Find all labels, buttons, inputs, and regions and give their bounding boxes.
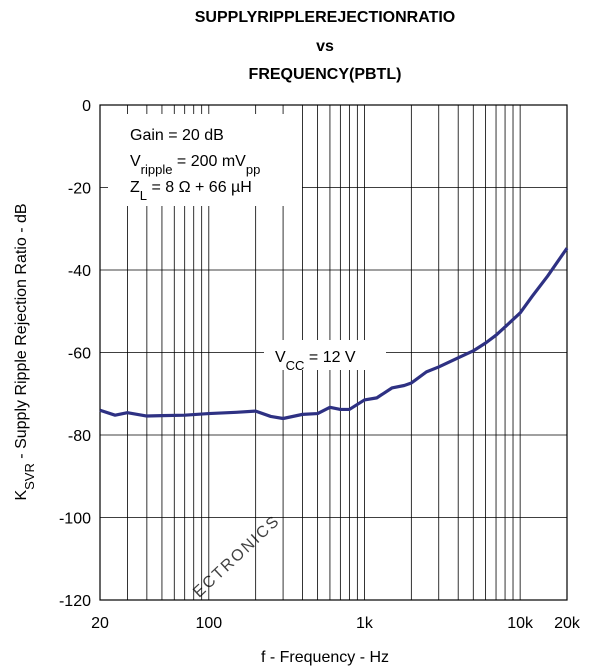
y-axis-label-part: - Supply Ripple Rejection Ratio - dB bbox=[13, 203, 30, 463]
annotation-part: L bbox=[140, 188, 147, 203]
annotation-part: pp bbox=[246, 162, 260, 177]
chart-title: SUPPLYRIPPLEREJECTIONRATIO bbox=[195, 9, 456, 26]
x-tick-label: 100 bbox=[195, 615, 222, 632]
x-tick-label: 20k bbox=[554, 615, 581, 632]
y-tick-label: -40 bbox=[68, 263, 91, 280]
y-tick-label: -80 bbox=[68, 428, 91, 445]
annotation-part: Gain = 20 dB bbox=[130, 127, 224, 144]
y-tick-label: -100 bbox=[59, 511, 91, 528]
y-axis-label: KSVR - Supply Ripple Rejection Ratio - d… bbox=[13, 203, 37, 500]
annotation-part: = 8 Ω + 66 µH bbox=[147, 179, 252, 196]
x-tick-label: 10k bbox=[507, 615, 534, 632]
chart-title: FREQUENCY(PBTL) bbox=[249, 66, 402, 83]
annotation-part: = 12 V bbox=[304, 349, 355, 366]
plot-frame bbox=[99, 104, 568, 601]
y-tick-label: -60 bbox=[68, 346, 91, 363]
annotation-part: CC bbox=[286, 358, 305, 373]
x-axis-label: f - Frequency - Hz bbox=[261, 649, 389, 666]
y-tick-label: -20 bbox=[68, 181, 91, 198]
annotation: Vripple = 200 mVpp bbox=[130, 153, 260, 177]
y-axis-label-part: K bbox=[13, 490, 30, 501]
line-series bbox=[99, 247, 569, 421]
annotation-part: V bbox=[130, 153, 141, 170]
annotation-part: V bbox=[275, 349, 286, 366]
annotation-part: ripple bbox=[141, 162, 173, 177]
annotation-part: Z bbox=[130, 179, 140, 196]
annotation: ZL = 8 Ω + 66 µH bbox=[130, 179, 252, 203]
annotation-box bbox=[108, 114, 302, 206]
x-tick-label: 20 bbox=[91, 615, 109, 632]
annotation: VCC = 12 V bbox=[275, 349, 356, 373]
annotation: Gain = 20 dB bbox=[130, 127, 224, 144]
chart-title: vs bbox=[316, 38, 334, 55]
y-axis-label-part: SVR bbox=[22, 463, 37, 490]
y-tick-label: -120 bbox=[59, 593, 91, 610]
annotation-part: = 200 mV bbox=[172, 153, 246, 170]
annotation-box bbox=[264, 340, 386, 370]
x-tick-label: 1k bbox=[356, 615, 374, 632]
y-tick-label: 0 bbox=[82, 98, 91, 115]
watermark: ECTRONICS bbox=[190, 512, 284, 601]
